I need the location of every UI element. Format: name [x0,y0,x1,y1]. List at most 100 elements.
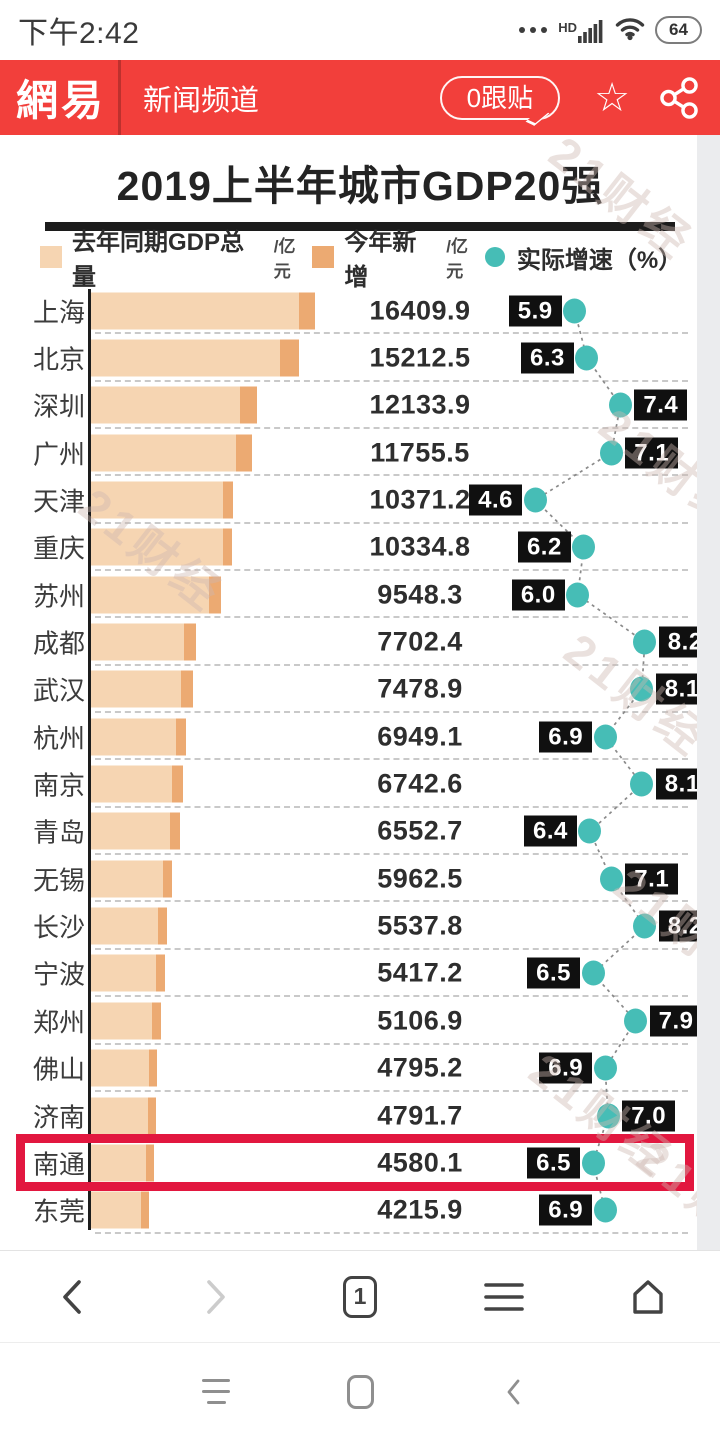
gdp-value: 5962.5 [377,863,463,894]
gdp-bar [91,481,233,519]
gdp-bar [91,528,233,566]
share-icon[interactable] [658,76,700,119]
city-label: 天津 [33,486,86,517]
gdp-bar [91,670,194,708]
chart-rows: 上海 16409.9 5.9 北京 15212.5 6.3 深圳 12133.9 7.4 广州 11… [0,287,720,1234]
chart-row: 天津 10371.2 4.6 [0,476,720,524]
chart-legend: 去年同期GDP总量 /亿元 今年新增 /亿元 实际增速（%） [0,229,720,291]
header-divider [118,60,122,135]
gdp-bar [91,812,181,850]
gdp-lastyear-bar [91,292,299,330]
growth-label: 6.9 [539,1194,593,1226]
growth-label: 7.4 [634,389,688,421]
gdp-bar [91,907,167,945]
gdp-new-segment [145,1144,154,1182]
growth-label: 6.0 [511,579,565,611]
nav-menu-button[interactable] [176,1343,256,1440]
chart-row: 深圳 12133.9 7.4 [0,382,720,430]
gdp-new-segment [148,1049,157,1087]
gdp-bar [91,860,173,898]
gdp-lastyear-bar [91,1144,146,1182]
gdp-lastyear-bar [91,481,223,519]
chart-row: 成都 7702.4 8.2 [0,618,720,666]
legend-item-gdp: 去年同期GDP总量 /亿元 [40,222,312,292]
gdp-new-segment [157,907,167,945]
gdp-value: 11755.5 [370,437,470,468]
growth-dot [599,440,623,466]
gdp-new-segment [223,528,233,566]
gdp-bar [91,718,186,756]
row-separator [95,379,688,382]
gdp-bar [91,292,315,330]
browser-tabs-button[interactable]: 1 [288,1251,432,1342]
growth-dot [578,818,602,844]
gdp-value: 4791.7 [377,1100,463,1131]
hd-badge: HD [558,20,577,35]
city-label: 成都 [33,628,86,659]
gdp-value: 6552.7 [377,815,463,846]
gdp-lastyear-bar [91,434,236,472]
channel-title: 新闻频道 [143,84,260,117]
gdp-new-segment [209,576,222,614]
browser-back-button[interactable] [0,1251,144,1342]
growth-dot [523,487,547,513]
legend-item-rate: 实际增速（%） [484,240,682,275]
gdp-new-segment [235,434,252,472]
city-label: 东莞 [33,1196,86,1227]
gdp-value: 10371.2 [369,484,471,515]
gdp-lastyear-bar [91,576,210,614]
menu-icon [202,1379,230,1404]
growth-dot [633,629,657,655]
netease-logo[interactable]: 網易 [16,79,107,125]
growth-label: 7.1 [625,863,679,895]
status-bar: 下午2:42 HD 64 [0,0,720,60]
growth-label: 4.6 [469,484,522,516]
gdp-bar [91,1002,161,1040]
growth-label: 6.9 [539,1052,593,1084]
gdp-value: 4580.1 [377,1147,463,1178]
gdp-lastyear-bar [91,528,224,566]
growth-dot [630,771,654,797]
gdp-new-segment [163,860,173,898]
star-icon[interactable]: ☆ [594,75,630,120]
gdp-bar [91,434,252,472]
city-label: 广州 [33,439,86,470]
gdp-new-segment [222,481,233,519]
gdp-value: 16409.9 [369,295,471,326]
gdp-new-segment [148,1097,157,1135]
browser-home-button[interactable] [576,1251,720,1342]
city-label: 宁波 [33,959,86,990]
growth-label: 6.2 [517,531,571,563]
gdp-bar [91,954,165,992]
chart-row: 无锡 5962.5 7.1 [0,855,720,903]
growth-label: 6.5 [527,957,580,989]
signal-icon: HD [558,17,605,43]
app-header: 網易 新闻频道 0跟贴 ☆ [0,60,720,135]
nav-home-button[interactable] [320,1343,400,1440]
chart-row: 宁波 5417.2 6.5 [0,950,720,998]
row-separator [95,805,688,808]
gdp-lastyear-bar [91,907,158,945]
browser-forward-button[interactable] [144,1251,288,1342]
row-separator [95,995,688,998]
gdp-value: 5106.9 [377,1005,463,1036]
growth-dot [566,582,590,608]
chart-row: 东莞 4215.9 6.9 [0,1187,720,1234]
gdp-new-segment [181,670,194,708]
nav-back-button[interactable] [473,1343,553,1440]
gdp-new-segment [151,1002,161,1040]
browser-menu-button[interactable] [432,1251,576,1342]
gdp-lastyear-bar [91,386,240,424]
chart-axis [88,289,91,1230]
growth-dot [581,960,605,986]
tab-count[interactable]: 1 [343,1275,377,1318]
city-label: 武汉 [33,675,86,706]
comments-button[interactable]: 0跟贴 [439,75,561,120]
chart-row: 佛山 4795.2 6.9 [0,1045,720,1092]
row-separator [95,427,688,430]
city-label: 南通 [33,1149,86,1180]
gdp-bar [91,339,299,377]
gdp-value: 7478.9 [377,673,463,704]
page-background-edge [697,135,720,1250]
gdp-bar [91,1097,157,1135]
